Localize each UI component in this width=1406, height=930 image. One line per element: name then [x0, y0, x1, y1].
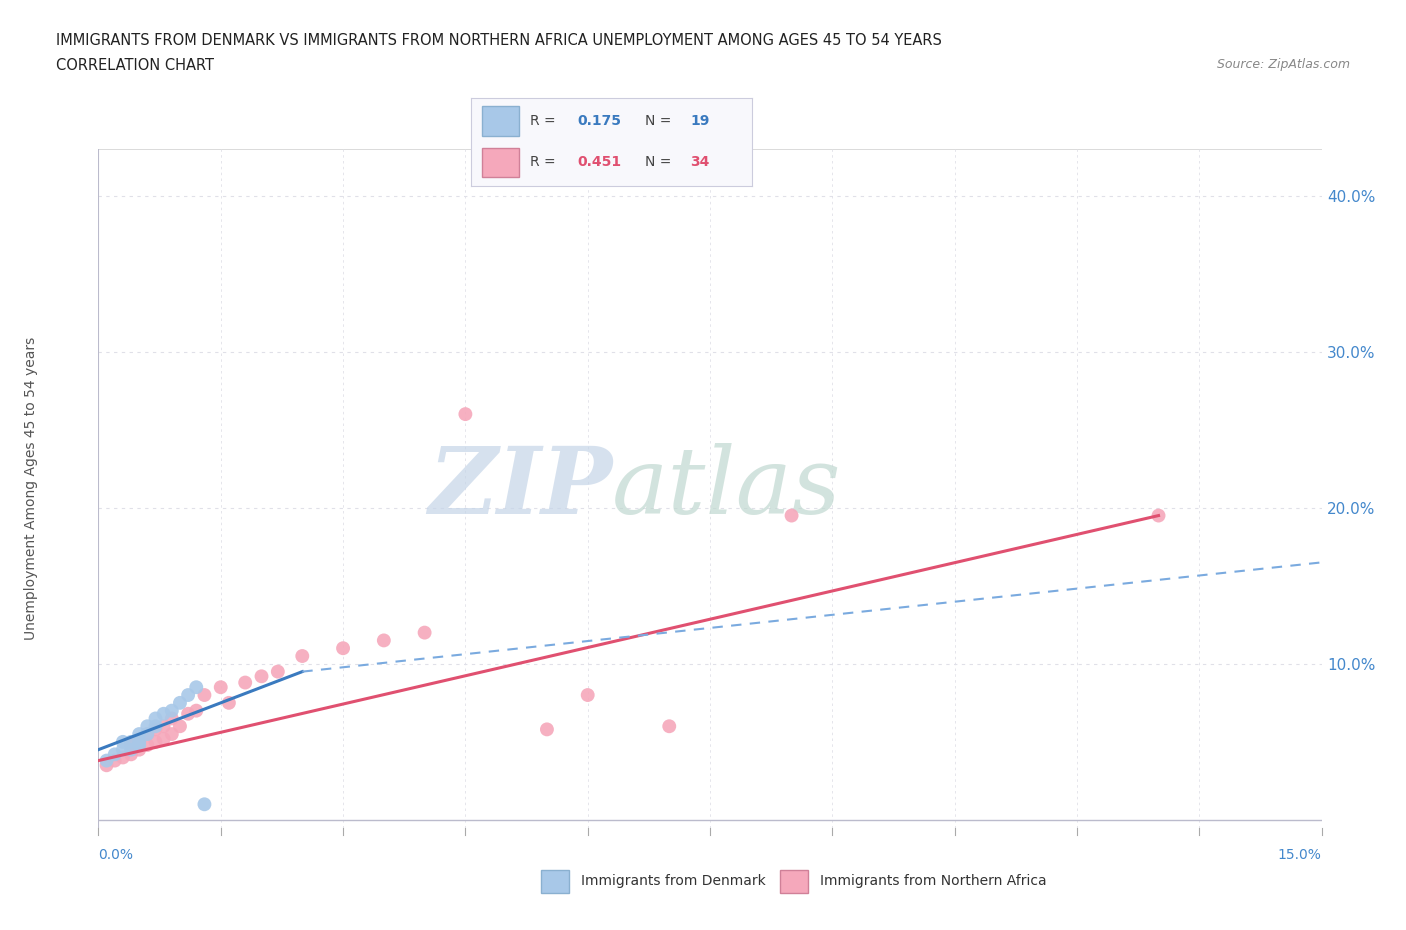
Text: R =: R =: [530, 113, 555, 127]
Point: [128, 735, 150, 750]
Point: [1147, 508, 1170, 523]
Point: [111, 735, 134, 750]
Point: [145, 735, 167, 750]
Point: [111, 742, 134, 757]
Point: [160, 703, 183, 718]
Point: [145, 719, 167, 734]
Text: N =: N =: [645, 155, 672, 169]
Point: [145, 711, 167, 726]
Text: IMMIGRANTS FROM DENMARK VS IMMIGRANTS FROM NORTHERN AFRICA UNEMPLOYMENT AMONG AG: IMMIGRANTS FROM DENMARK VS IMMIGRANTS FR…: [56, 33, 942, 47]
Point: [576, 687, 599, 702]
Point: [373, 633, 395, 648]
Point: [152, 731, 174, 746]
Point: [145, 722, 167, 737]
Point: [128, 737, 150, 752]
Point: [111, 750, 134, 764]
Point: [169, 719, 191, 734]
Point: [780, 508, 803, 523]
Text: R =: R =: [530, 155, 555, 169]
Point: [169, 696, 191, 711]
Text: N =: N =: [645, 113, 672, 127]
Point: [136, 719, 159, 734]
Point: [128, 726, 150, 741]
Point: [136, 726, 159, 741]
Text: 0.0%: 0.0%: [98, 848, 134, 862]
Point: [536, 722, 558, 737]
Text: Immigrants from Northern Africa: Immigrants from Northern Africa: [820, 874, 1046, 888]
Text: Immigrants from Denmark: Immigrants from Denmark: [581, 874, 765, 888]
Point: [120, 747, 142, 762]
Point: [120, 735, 142, 750]
Point: [658, 719, 681, 734]
Point: [120, 742, 142, 757]
Point: [250, 669, 273, 684]
Text: CORRELATION CHART: CORRELATION CHART: [56, 58, 214, 73]
Point: [128, 735, 150, 750]
Point: [193, 687, 215, 702]
Point: [120, 737, 142, 752]
Point: [136, 737, 159, 752]
Text: 34: 34: [690, 155, 710, 169]
Bar: [482, 107, 519, 136]
Point: [160, 711, 183, 726]
Point: [233, 675, 256, 690]
Point: [152, 706, 174, 721]
Point: [177, 706, 200, 721]
Text: Source: ZipAtlas.com: Source: ZipAtlas.com: [1216, 58, 1350, 71]
Point: [104, 753, 127, 768]
Point: [413, 625, 436, 640]
Text: 19: 19: [690, 113, 710, 127]
Point: [218, 696, 240, 711]
Point: [332, 641, 354, 656]
Point: [177, 687, 200, 702]
Point: [186, 680, 208, 695]
Point: [186, 703, 208, 718]
Text: 15.0%: 15.0%: [1278, 848, 1322, 862]
Text: Unemployment Among Ages 45 to 54 years: Unemployment Among Ages 45 to 54 years: [24, 337, 38, 640]
Point: [96, 758, 118, 773]
Point: [160, 726, 183, 741]
Point: [152, 719, 174, 734]
Point: [454, 406, 477, 421]
Point: [291, 648, 314, 663]
Point: [104, 747, 127, 762]
Point: [136, 726, 159, 741]
Point: [267, 664, 290, 679]
Point: [128, 742, 150, 757]
Text: 0.175: 0.175: [578, 113, 621, 127]
Text: ZIP: ZIP: [427, 444, 612, 533]
Point: [209, 680, 232, 695]
Point: [96, 753, 118, 768]
Point: [193, 797, 215, 812]
Text: 0.451: 0.451: [578, 155, 621, 169]
Text: atlas: atlas: [612, 444, 842, 533]
Bar: [482, 148, 519, 177]
